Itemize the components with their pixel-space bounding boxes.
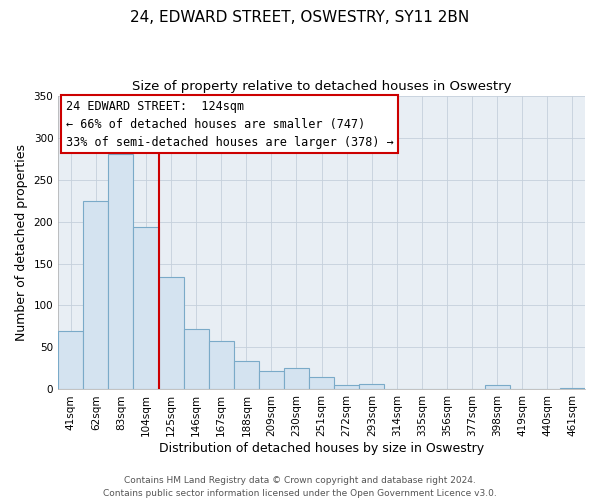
Bar <box>385 388 409 390</box>
Title: Size of property relative to detached houses in Oswestry: Size of property relative to detached ho… <box>132 80 511 93</box>
Y-axis label: Number of detached properties: Number of detached properties <box>15 144 28 341</box>
Bar <box>560 388 585 390</box>
Text: 24, EDWARD STREET, OSWESTRY, SY11 2BN: 24, EDWARD STREET, OSWESTRY, SY11 2BN <box>130 10 470 25</box>
Text: Contains HM Land Registry data © Crown copyright and database right 2024.
Contai: Contains HM Land Registry data © Crown c… <box>103 476 497 498</box>
Text: 24 EDWARD STREET:  124sqm
← 66% of detached houses are smaller (747)
33% of semi: 24 EDWARD STREET: 124sqm ← 66% of detach… <box>65 100 394 149</box>
X-axis label: Distribution of detached houses by size in Oswestry: Distribution of detached houses by size … <box>159 442 484 455</box>
Bar <box>158 277 184 390</box>
Bar <box>109 154 133 390</box>
Bar <box>284 368 309 390</box>
Bar <box>234 361 259 390</box>
Bar <box>209 341 234 390</box>
Bar <box>83 202 109 390</box>
Bar <box>184 329 209 390</box>
Bar <box>434 388 460 390</box>
Bar <box>259 371 284 390</box>
Bar <box>510 388 535 390</box>
Bar <box>359 384 385 390</box>
Bar <box>485 386 510 390</box>
Bar <box>133 228 158 390</box>
Bar <box>334 386 359 390</box>
Bar <box>309 377 334 390</box>
Bar <box>58 330 83 390</box>
